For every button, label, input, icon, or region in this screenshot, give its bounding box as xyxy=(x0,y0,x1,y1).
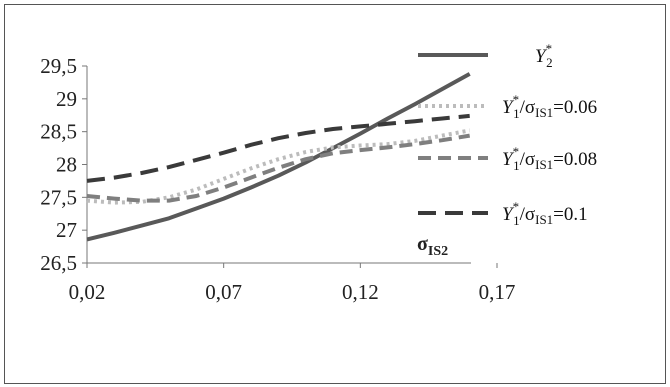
tick-labels: 26,5 27 27,5 28 28,5 29 29,5 0,02 0,07 0,12 0,17 xyxy=(40,54,515,304)
legend-item-1: Y* 2 xyxy=(418,41,553,70)
x-axis-label: σIS2 xyxy=(417,233,448,259)
legend-label: Y* 1/σIS1=0.08 xyxy=(502,144,597,173)
y-tick-label: 27 xyxy=(56,218,77,242)
series-line-4 xyxy=(86,113,470,183)
x-tick-label: 0,02 xyxy=(69,280,106,304)
series-line-1 xyxy=(86,72,471,242)
axes xyxy=(82,65,498,268)
legend-item-3: Y* 1/σIS1=0.08 xyxy=(418,144,597,173)
legend-item-2: Y* 1/σIS1=0.06 xyxy=(418,92,597,121)
y-tick-label: 27,5 xyxy=(40,185,77,209)
legend-label: Y* 2 xyxy=(535,41,553,70)
x-tick-label: 0,12 xyxy=(342,280,379,304)
y-tick-label: 26,5 xyxy=(40,251,77,275)
legend-label: Y* 1/σIS1=0.1 xyxy=(502,199,588,228)
legend: Y* 2 Y* 1/σIS1=0.06 Y* 1/σIS1=0.08 Y* 1/σIS1=0.… xyxy=(418,41,597,228)
series-lines xyxy=(86,72,471,242)
x-tick-label: 0,07 xyxy=(205,280,242,304)
y-tick-label: 29,5 xyxy=(40,54,77,78)
legend-item-4: Y* 1/σIS1=0.1 xyxy=(418,199,588,228)
series-line-3 xyxy=(86,133,471,203)
series-line-2 xyxy=(86,128,471,205)
y-tick-label: 28 xyxy=(56,153,77,177)
y-tick-label: 29 xyxy=(56,87,77,111)
y-tick-label: 28,5 xyxy=(40,120,77,144)
legend-label: Y* 1/σIS1=0.06 xyxy=(502,92,597,121)
chart-frame xyxy=(4,4,666,384)
x-tick-label: 0,17 xyxy=(479,280,516,304)
